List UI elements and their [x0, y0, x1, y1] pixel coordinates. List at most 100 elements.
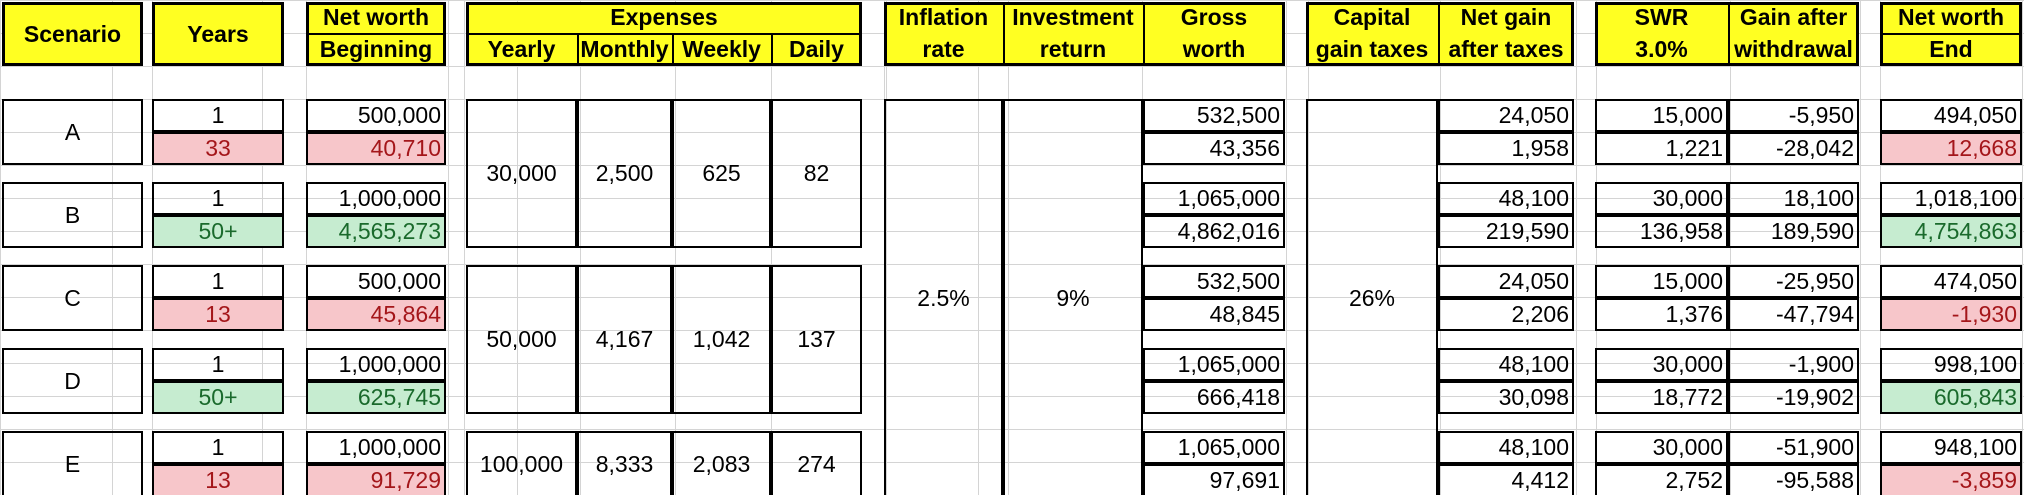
gross-worth-cell: 532,500	[1196, 102, 1280, 128]
net-worth-beginning-cell: 40,710	[306, 132, 446, 165]
gridline	[448, 0, 449, 495]
cell-border	[306, 132, 308, 165]
cell-border	[1880, 132, 2022, 134]
gross-worth-cell: 48,845	[1209, 301, 1280, 327]
cell-border	[1726, 464, 1728, 495]
cell-border	[1880, 163, 2022, 165]
cell-border	[141, 265, 143, 331]
cell-border	[1856, 2, 1859, 66]
cell-border	[1726, 265, 1728, 298]
cell-border	[670, 265, 672, 414]
cell-border	[1595, 348, 1597, 381]
gross-worth-cell: 1,065,000	[1177, 351, 1280, 377]
cell-border	[1143, 462, 1285, 464]
years-cell: 50+	[152, 381, 284, 414]
cell-border	[672, 99, 771, 101]
cell-border	[575, 99, 577, 248]
cell-border	[1728, 412, 1859, 414]
cell-border	[1595, 182, 1728, 184]
cell-border	[306, 99, 308, 132]
cell-border	[1726, 132, 1728, 165]
cell-border	[466, 2, 862, 5]
cell-border	[1438, 132, 1440, 165]
header-divider	[1728, 2, 1730, 66]
cell-border	[1595, 130, 1728, 132]
gridline	[0, 297, 2024, 298]
gain-after-withdrawal-cell: -19,902	[1775, 384, 1854, 410]
expense-daily-cell: 274	[797, 450, 836, 477]
cell-border	[306, 431, 308, 464]
cell-border	[1143, 215, 1285, 217]
cell-border	[306, 130, 446, 132]
cell-border	[1728, 381, 1859, 383]
cell-border	[152, 99, 154, 132]
gridline	[0, 231, 2024, 232]
cell-border	[2, 2, 143, 5]
cell-border	[152, 63, 284, 66]
cell-border	[1143, 130, 1285, 132]
years-cell: 1	[211, 351, 225, 377]
cell-border	[1143, 182, 1145, 215]
cell-border	[1143, 213, 1285, 215]
cell-border	[1595, 99, 1728, 101]
cell-border	[1571, 2, 1574, 66]
cell-border	[1572, 298, 1574, 331]
cell-border	[1438, 265, 1574, 267]
expense-yearly-cell: 30,000	[486, 160, 557, 186]
cell-border	[771, 431, 773, 495]
cell-border	[306, 412, 446, 414]
cell-border	[306, 381, 308, 414]
years-cell: 33	[152, 132, 284, 165]
cell-border	[1143, 381, 1285, 383]
gross-worth-cell: 1,065,000	[1177, 185, 1280, 211]
net-worth-end-cell: 605,843	[1880, 381, 2022, 414]
cell-border	[575, 265, 577, 414]
cell-border	[306, 265, 446, 267]
gross-worth-cell: 4,862,016	[1177, 218, 1280, 244]
cell-border	[306, 379, 446, 381]
cell-border	[282, 132, 284, 165]
cell-border	[1880, 2, 2022, 5]
cell-border	[771, 412, 862, 414]
gridline	[978, 0, 979, 495]
cell-border	[466, 99, 468, 248]
cell-border	[466, 99, 577, 101]
cell-border	[152, 431, 284, 433]
years-cell: 13	[152, 464, 284, 495]
cell-border	[1857, 298, 1859, 331]
cell-border	[1438, 99, 1574, 101]
header-divider	[672, 33, 674, 66]
cell-border	[1572, 132, 1574, 165]
cell-border	[152, 99, 284, 101]
cell-border	[2, 329, 143, 331]
cell-border	[1595, 246, 1728, 248]
swr-cell: 30,000	[1652, 434, 1723, 460]
cell-border	[466, 431, 577, 433]
net-worth-end-cell: 494,050	[1933, 102, 2017, 128]
cell-border	[672, 265, 674, 414]
cell-border	[1728, 462, 1859, 464]
cell-border	[2020, 298, 2022, 331]
cell-border	[1595, 215, 1728, 217]
cell-border	[1595, 132, 1728, 134]
cell-border	[1728, 298, 1859, 300]
cell-border	[1728, 182, 1730, 215]
cell-border	[1306, 2, 1574, 5]
cell-border	[2, 182, 143, 184]
cell-border	[884, 99, 1003, 101]
gain-after-withdrawal-cell: -1,900	[1788, 351, 1854, 377]
gridline	[1308, 0, 1309, 495]
cell-border	[152, 462, 284, 464]
gridline	[464, 0, 465, 495]
cell-border	[1857, 381, 1859, 414]
cell-border	[1438, 182, 1574, 184]
cell-border	[1595, 464, 1597, 495]
cell-border	[1143, 99, 1145, 132]
expense-yearly-cell: 50,000	[486, 326, 557, 352]
cell-border	[444, 265, 446, 298]
header-divider	[1438, 2, 1440, 66]
swr-cell: 30,000	[1652, 351, 1723, 377]
cell-border	[1306, 99, 1438, 101]
cell-border	[306, 431, 446, 433]
